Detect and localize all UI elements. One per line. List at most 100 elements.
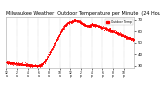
Point	[70, 22, 73, 23]
Point	[16, 62, 18, 64]
Point	[24, 63, 26, 65]
Point	[85, 26, 88, 27]
Point	[66, 23, 69, 24]
Point	[49, 51, 52, 52]
Point	[37, 64, 40, 65]
Point	[129, 37, 132, 39]
Point	[112, 30, 114, 32]
Point	[120, 34, 123, 36]
Point	[59, 33, 62, 34]
Legend: Outdoor Temp: Outdoor Temp	[105, 19, 133, 25]
Point	[115, 33, 117, 34]
Point	[74, 20, 76, 21]
Point	[130, 37, 133, 39]
Point	[28, 64, 30, 65]
Point	[57, 35, 60, 37]
Point	[122, 36, 125, 37]
Point	[80, 21, 82, 23]
Point	[74, 19, 76, 21]
Point	[83, 25, 86, 26]
Point	[103, 30, 106, 31]
Point	[42, 63, 44, 65]
Point	[108, 31, 110, 32]
Point	[84, 24, 87, 26]
Point	[53, 44, 56, 45]
Point	[34, 64, 37, 66]
Point	[38, 64, 41, 66]
Point	[74, 18, 76, 20]
Point	[6, 62, 8, 63]
Point	[94, 25, 96, 26]
Point	[96, 26, 98, 27]
Point	[14, 63, 17, 64]
Point	[74, 19, 76, 21]
Point	[76, 20, 79, 22]
Point	[73, 20, 75, 21]
Point	[94, 24, 96, 26]
Point	[58, 33, 61, 35]
Point	[13, 63, 16, 64]
Point	[8, 61, 11, 63]
Point	[19, 63, 22, 64]
Point	[44, 59, 47, 61]
Point	[133, 40, 135, 41]
Point	[50, 50, 52, 51]
Point	[56, 39, 58, 40]
Point	[13, 63, 15, 64]
Point	[22, 64, 24, 65]
Point	[58, 34, 60, 36]
Point	[129, 36, 132, 38]
Point	[115, 32, 117, 33]
Point	[89, 26, 92, 27]
Point	[123, 35, 126, 37]
Point	[80, 23, 82, 24]
Point	[106, 28, 109, 29]
Point	[39, 66, 42, 67]
Point	[108, 28, 110, 29]
Point	[88, 25, 91, 27]
Point	[92, 24, 95, 26]
Point	[83, 23, 86, 24]
Point	[39, 64, 41, 65]
Point	[9, 63, 12, 65]
Point	[72, 21, 75, 22]
Point	[74, 19, 76, 21]
Point	[72, 21, 74, 22]
Point	[57, 35, 60, 37]
Point	[115, 31, 118, 32]
Point	[123, 36, 126, 38]
Point	[83, 23, 85, 24]
Point	[100, 26, 102, 27]
Point	[43, 62, 46, 63]
Point	[93, 25, 96, 26]
Point	[33, 64, 36, 65]
Point	[69, 21, 71, 22]
Point	[129, 38, 132, 39]
Point	[45, 60, 47, 61]
Point	[10, 61, 13, 63]
Point	[111, 30, 114, 31]
Point	[64, 25, 66, 26]
Point	[11, 62, 13, 63]
Point	[19, 64, 22, 65]
Point	[113, 32, 115, 33]
Point	[35, 65, 37, 66]
Point	[88, 24, 91, 25]
Point	[44, 60, 46, 61]
Point	[19, 63, 22, 64]
Point	[20, 63, 22, 64]
Point	[55, 40, 57, 41]
Point	[128, 37, 131, 38]
Point	[72, 20, 75, 22]
Point	[61, 28, 64, 30]
Point	[23, 65, 26, 66]
Point	[44, 59, 46, 60]
Point	[49, 52, 52, 53]
Point	[19, 64, 21, 65]
Point	[85, 24, 87, 26]
Point	[14, 62, 17, 64]
Point	[112, 30, 115, 32]
Point	[45, 57, 48, 59]
Point	[118, 34, 120, 35]
Point	[12, 64, 15, 65]
